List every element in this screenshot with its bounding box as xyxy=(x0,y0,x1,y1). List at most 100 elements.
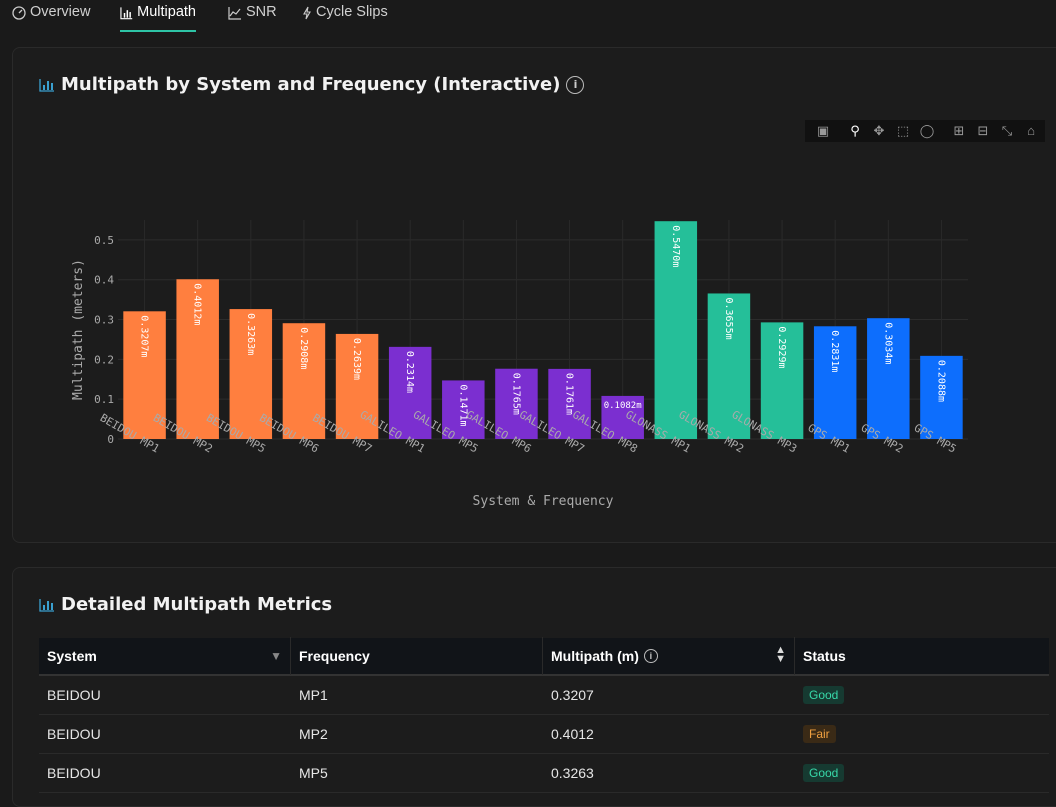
column-header-system[interactable]: System ▼ xyxy=(39,637,291,675)
data-label: 0.2639m xyxy=(351,338,362,380)
column-header-status-label: Status xyxy=(803,648,846,664)
y-tick-label: 0.3 xyxy=(94,314,114,327)
column-header-multipath-label: Multipath (m) xyxy=(551,648,639,664)
cell-status: Fair xyxy=(795,725,1049,743)
autoscale-icon[interactable]: ⤡ xyxy=(1001,123,1013,138)
bar-chart-icon xyxy=(39,78,54,92)
bar xyxy=(813,326,857,439)
y-tick-label: 0.5 xyxy=(94,234,114,247)
sort-icon[interactable]: ▲ ▼ xyxy=(775,644,786,665)
line-chart-icon xyxy=(228,7,241,20)
bar xyxy=(920,355,963,439)
column-header-status[interactable]: Status xyxy=(795,637,1049,675)
y-axis-title: Multipath (meters) xyxy=(71,259,86,400)
tab-bar: Overview Multipath SNR Cycle Slips xyxy=(0,0,1056,34)
tab-multipath-label: Multipath xyxy=(137,4,196,20)
bar xyxy=(442,380,485,439)
metrics-table: System ▼ Frequency Multipath (m) i ▲ ▼ St… xyxy=(39,637,1049,793)
bar-chart-icon xyxy=(120,7,133,20)
data-label: 0.1761m xyxy=(564,373,575,415)
box-select-icon[interactable]: ⬚ xyxy=(896,123,910,138)
data-label: 0.3263m xyxy=(245,313,256,355)
column-header-system-label: System xyxy=(47,648,97,664)
chart-card-header: Multipath by System and Frequency (Inter… xyxy=(39,74,585,95)
tab-snr[interactable]: SNR xyxy=(228,4,277,32)
bar xyxy=(123,311,166,439)
y-tick-label: 0.1 xyxy=(94,393,114,406)
cell-frequency: MP1 xyxy=(299,687,328,703)
tab-multipath[interactable]: Multipath xyxy=(120,4,196,32)
data-label: 0.3207m xyxy=(139,315,150,357)
bar xyxy=(176,279,219,439)
table-row[interactable]: BEIDOU MP5 0.3263 Good xyxy=(39,754,1049,793)
cell-status: Good xyxy=(795,686,1049,704)
zoom-in-icon[interactable]: ⊞ xyxy=(953,123,965,138)
zoom-icon[interactable]: ⚲ xyxy=(850,123,860,138)
table-card-header: Detailed Multipath Metrics xyxy=(39,594,332,615)
cell-system: BEIDOU xyxy=(47,687,101,703)
table-row[interactable]: BEIDOU MP2 0.4012 Fair xyxy=(39,715,1049,754)
table-row[interactable]: BEIDOU MP1 0.3207 Good xyxy=(39,676,1049,715)
bar xyxy=(229,309,273,439)
cell-system: BEIDOU xyxy=(47,726,101,742)
data-label: 0.2088m xyxy=(935,360,946,402)
column-header-frequency[interactable]: Frequency xyxy=(291,637,543,675)
bar xyxy=(548,368,591,439)
bar xyxy=(495,368,538,439)
status-badge: Fair xyxy=(803,725,836,743)
cell-status: Good xyxy=(795,764,1049,782)
data-label: 0.3655m xyxy=(723,297,734,339)
x-axis-title: System & Frequency xyxy=(473,494,614,509)
info-icon[interactable]: i xyxy=(566,75,585,94)
y-tick-label: 0 xyxy=(107,433,114,446)
info-icon[interactable]: i xyxy=(643,649,658,663)
tab-overview-label: Overview xyxy=(30,4,91,20)
bar xyxy=(388,346,432,439)
data-label: 0.2831m xyxy=(829,330,840,372)
tab-cycle-slips[interactable]: Cycle Slips xyxy=(302,4,388,32)
bar-chart-icon xyxy=(39,598,54,612)
bar xyxy=(867,318,910,439)
bar xyxy=(707,293,751,439)
data-label: 0.1765m xyxy=(510,373,521,415)
y-tick-label: 0.4 xyxy=(94,274,114,287)
table-card: Detailed Multipath Metrics System ▼ Freq… xyxy=(12,567,1056,807)
bar xyxy=(335,333,379,439)
tab-cycle-slips-label: Cycle Slips xyxy=(316,4,388,20)
reset-axes-home-icon[interactable]: ⌂ xyxy=(1027,123,1035,138)
column-header-multipath[interactable]: Multipath (m) i ▲ ▼ xyxy=(543,637,795,675)
y-tick-label: 0.2 xyxy=(94,353,114,366)
chart-card: Multipath by System and Frequency (Inter… xyxy=(12,47,1056,543)
pan-icon[interactable]: ✥ xyxy=(873,123,885,138)
column-header-frequency-label: Frequency xyxy=(299,648,370,664)
bar xyxy=(282,323,326,439)
gauge-icon xyxy=(12,6,26,20)
lightning-icon xyxy=(303,6,311,20)
data-label: 0.1471m xyxy=(457,384,468,426)
bar xyxy=(760,322,804,439)
tab-snr-label: SNR xyxy=(246,4,277,20)
lasso-select-icon[interactable]: ◯ xyxy=(919,123,935,138)
data-label: 0.2908m xyxy=(298,327,309,369)
cell-frequency: MP5 xyxy=(299,765,328,781)
data-label: 0.2929m xyxy=(776,326,787,368)
data-label: 0.1082m xyxy=(604,401,642,411)
filter-icon[interactable]: ▼ xyxy=(270,649,282,663)
cell-multipath: 0.4012 xyxy=(551,726,594,742)
chart-title: Multipath by System and Frequency (Inter… xyxy=(61,74,561,95)
status-badge: Good xyxy=(803,686,845,704)
cell-multipath: 0.3207 xyxy=(551,687,594,703)
tab-overview[interactable]: Overview xyxy=(12,4,90,32)
data-label: 0.2314m xyxy=(404,351,415,393)
bar xyxy=(601,395,644,439)
cell-system: BEIDOU xyxy=(47,765,101,781)
zoom-out-icon[interactable]: ⊟ xyxy=(977,123,989,138)
data-label: 0.3034m xyxy=(882,322,893,364)
status-badge: Good xyxy=(803,764,845,782)
data-label: 0.4012m xyxy=(192,283,203,325)
cell-frequency: MP2 xyxy=(299,726,328,742)
table-title: Detailed Multipath Metrics xyxy=(61,594,333,615)
camera-icon[interactable]: ▣ xyxy=(816,123,830,138)
bar xyxy=(654,221,698,439)
